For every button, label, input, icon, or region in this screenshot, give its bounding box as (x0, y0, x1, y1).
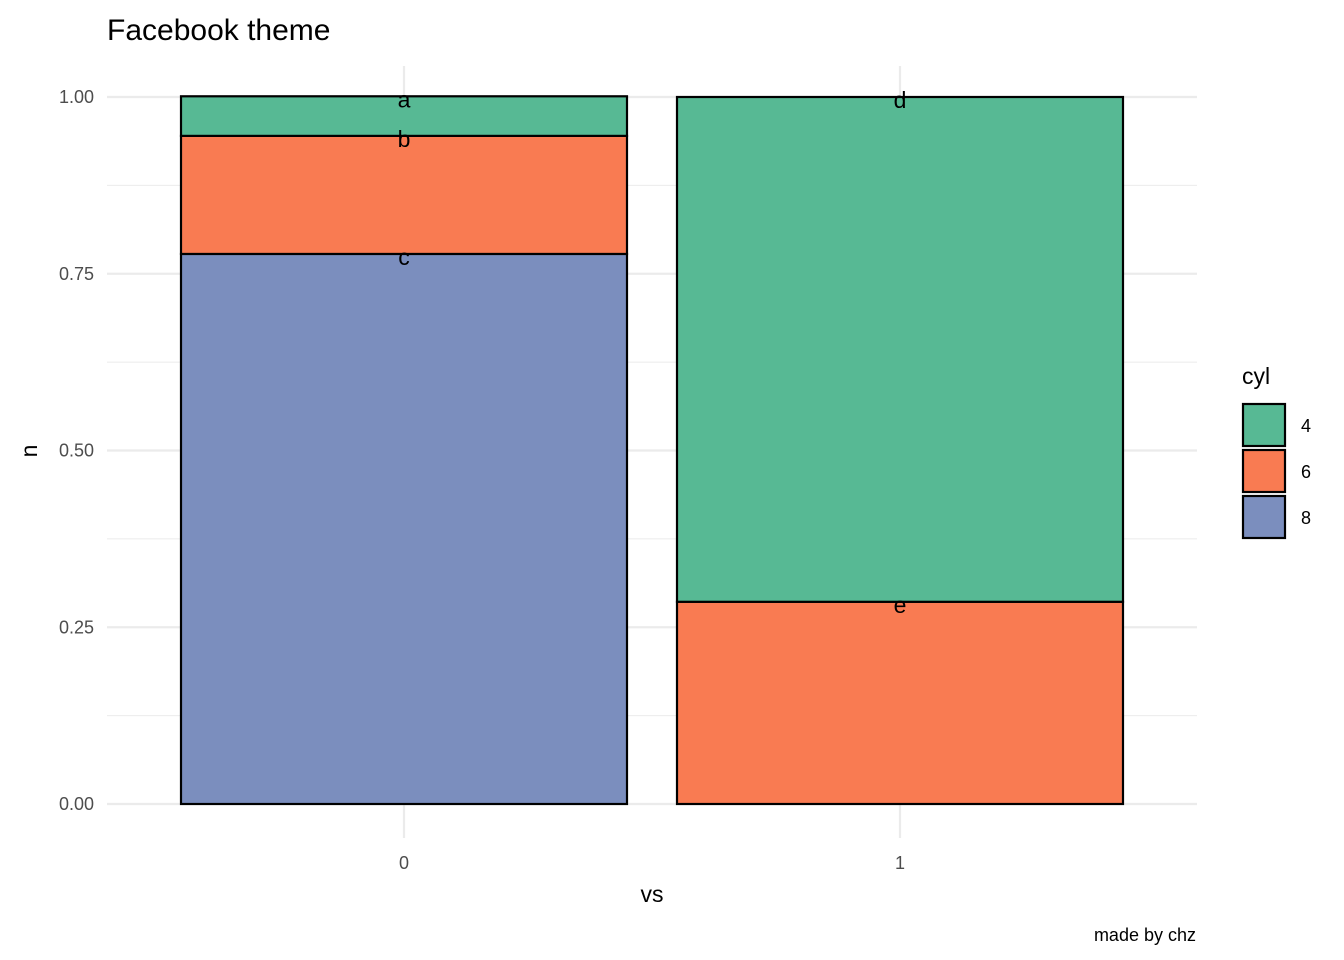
y-tick-label: 0.25 (59, 617, 94, 637)
segment-labels: ab c d e (398, 86, 907, 618)
y-tick-label: 1.00 (59, 87, 94, 107)
legend-swatch (1241, 402, 1287, 448)
legend-title: cyl (1242, 363, 1270, 389)
x-tick-label: 0 (399, 853, 409, 873)
chart-caption: made by chz (1094, 925, 1196, 945)
y-tick-label: 0.00 (59, 794, 94, 814)
bar-segment (675, 600, 1125, 806)
segment-label: b (398, 126, 411, 152)
y-tick-label: 0.50 (59, 441, 94, 461)
legend-label: 4 (1301, 416, 1311, 436)
legend: cyl 4 6 8 (1241, 363, 1311, 540)
bar-segment (675, 95, 1125, 603)
x-axis-title: vs (641, 881, 664, 907)
bars (179, 95, 1125, 806)
bar-segment (179, 95, 629, 137)
legend-swatch (1241, 494, 1287, 540)
bar-segment (179, 252, 629, 806)
bar-segment (179, 134, 629, 256)
segment-label: d (894, 87, 907, 113)
legend-swatch (1241, 448, 1287, 494)
legend-items: 4 6 8 (1241, 402, 1311, 540)
y-tick-label: 0.75 (59, 264, 94, 284)
legend-label: 6 (1301, 462, 1311, 482)
segment-label: a (398, 86, 411, 112)
y-axis-ticks: 0.00 0.25 0.50 0.75 1.00 (59, 87, 94, 814)
segment-label: c (398, 244, 410, 270)
segment-label: e (894, 592, 907, 618)
y-axis-title: n (16, 445, 42, 458)
legend-label: 8 (1301, 508, 1311, 528)
chart-title: Facebook theme (107, 14, 330, 47)
x-tick-label: 1 (895, 853, 905, 873)
